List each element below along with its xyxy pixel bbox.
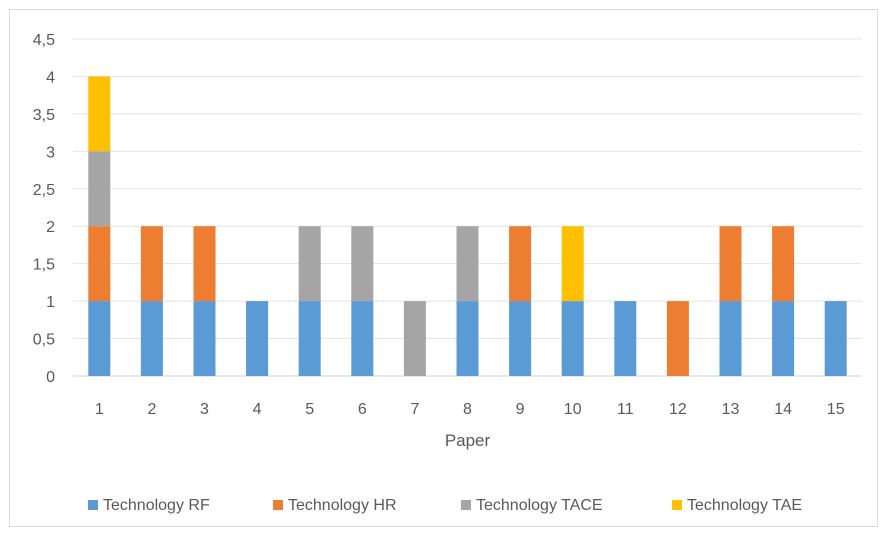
bar-paper-6-technology-tace xyxy=(351,226,374,302)
bar-paper-3-technology-rf xyxy=(193,301,216,376)
bar-paper-9-technology-hr xyxy=(509,226,532,302)
bar-paper-7-technology-tace xyxy=(403,301,426,376)
bar-paper-14-technology-hr xyxy=(772,226,795,302)
legend-label: Technology HR xyxy=(288,497,397,514)
legend-swatch xyxy=(672,500,682,510)
bar-paper-13-technology-hr xyxy=(719,226,742,302)
x-axis-title: Paper xyxy=(445,431,491,450)
legend: Technology RF Technology HR Technology TAC… xyxy=(88,497,802,514)
bar-paper-14-technology-rf xyxy=(772,301,795,376)
bar-paper-15-technology-rf xyxy=(824,301,847,376)
bar-paper-6-technology-rf xyxy=(351,301,374,376)
y-tick-label: 2 xyxy=(46,219,55,236)
legend-label: Technology TAE xyxy=(687,497,802,514)
x-tick-label: 7 xyxy=(410,401,419,418)
bar-paper-1-technology-rf xyxy=(88,301,111,376)
legend-swatch xyxy=(88,500,98,510)
x-tick-label: 2 xyxy=(147,401,156,418)
x-tick-label: 12 xyxy=(669,401,687,418)
bar-paper-10-technology-tae xyxy=(561,226,584,302)
x-axis-ticks: 1 2 3 4 5 6 7 8 9 10 11 12 13 14 15 xyxy=(95,401,845,418)
legend-swatch xyxy=(273,500,283,510)
bar-paper-5-technology-rf xyxy=(298,301,321,376)
x-tick-label: 5 xyxy=(305,401,314,418)
x-tick-label: 3 xyxy=(200,401,209,418)
y-tick-label: 1,5 xyxy=(33,257,55,274)
y-axis-ticks: 0 0,5 1 1,5 2 2,5 3 3,5 4 4,5 xyxy=(33,32,55,386)
bar-paper-5-technology-tace xyxy=(298,226,321,302)
bar-paper-1-technology-tae xyxy=(88,76,111,152)
x-tick-label: 9 xyxy=(516,401,525,418)
legend-label: Technology RF xyxy=(103,497,210,514)
x-tick-label: 6 xyxy=(358,401,367,418)
y-tick-label: 2,5 xyxy=(33,182,55,199)
y-tick-label: 4,5 xyxy=(33,32,55,49)
bar-paper-10-technology-rf xyxy=(561,301,584,376)
bar-paper-2-technology-rf xyxy=(140,301,163,376)
y-tick-label: 3,5 xyxy=(33,107,55,124)
bars xyxy=(88,76,847,376)
bar-paper-1-technology-tace xyxy=(88,151,111,227)
x-tick-label: 1 xyxy=(95,401,104,418)
bar-paper-9-technology-rf xyxy=(509,301,532,376)
x-tick-label: 4 xyxy=(253,401,262,418)
bar-paper-8-technology-tace xyxy=(456,226,479,302)
bar-paper-11-technology-rf xyxy=(614,301,637,376)
y-tick-label: 4 xyxy=(46,69,55,86)
bar-paper-13-technology-rf xyxy=(719,301,742,376)
x-tick-label: 13 xyxy=(722,401,740,418)
bar-paper-2-technology-hr xyxy=(140,226,163,302)
legend-label: Technology TACE xyxy=(476,497,603,514)
x-tick-label: 10 xyxy=(564,401,582,418)
bar-paper-4-technology-rf xyxy=(246,301,269,376)
bar-paper-12-technology-hr xyxy=(666,301,689,376)
y-tick-label: 0,5 xyxy=(33,332,55,349)
x-tick-label: 8 xyxy=(463,401,472,418)
legend-swatch xyxy=(461,500,471,510)
bar-paper-8-technology-rf xyxy=(456,301,479,376)
y-tick-label: 3 xyxy=(46,144,55,161)
bar-paper-1-technology-hr xyxy=(88,226,111,302)
x-tick-label: 11 xyxy=(617,401,634,418)
x-tick-label: 14 xyxy=(774,401,792,418)
bar-paper-3-technology-hr xyxy=(193,226,216,302)
y-tick-label: 1 xyxy=(46,294,55,311)
x-tick-label: 15 xyxy=(827,401,845,418)
y-tick-label: 0 xyxy=(46,369,55,386)
